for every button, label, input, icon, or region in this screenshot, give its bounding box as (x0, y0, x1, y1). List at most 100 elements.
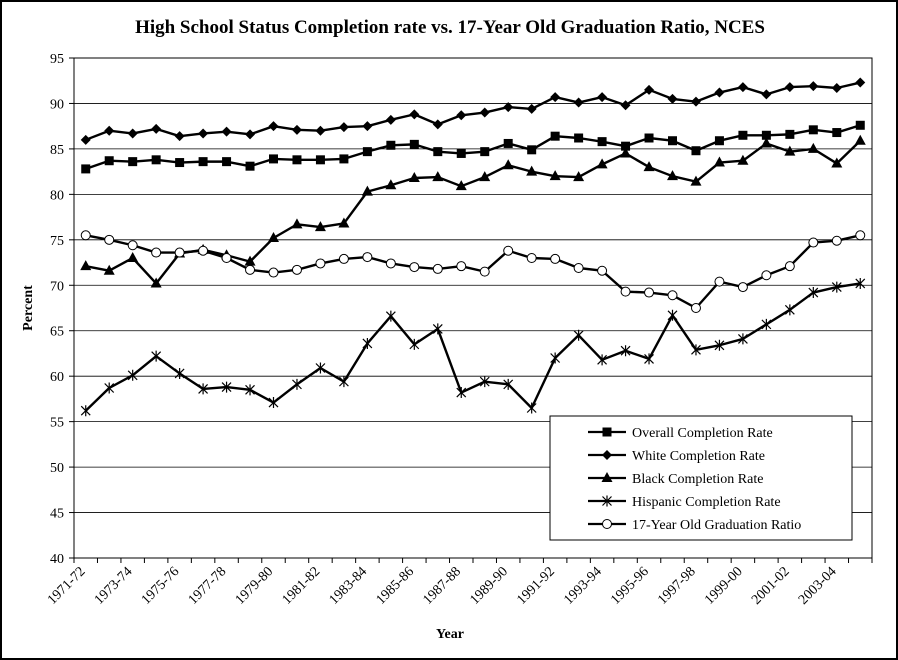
data-point-white-completion-rate-1982-83 (338, 122, 349, 133)
data-point-white-completion-rate-1986-87 (432, 119, 443, 130)
data-point-hispanic-completion-rate-1997-98 (691, 344, 701, 356)
data-point-hispanic-completion-rate-1981-82 (315, 362, 326, 374)
data-point-17-year-old-graduation-ratio-1991-92 (550, 253, 561, 264)
chart-title: High School Status Completion rate vs. 1… (135, 17, 765, 38)
data-point-17-year-old-graduation-ratio-1977-78 (221, 253, 232, 263)
data-point-hispanic-completion-rate-1982-83 (338, 376, 349, 388)
data-point-hispanic-completion-rate-1987-88 (456, 387, 467, 399)
data-point-17-year-old-graduation-ratio-2004-05 (855, 230, 866, 241)
data-point-overall-completion-rate-1991-92 (550, 131, 560, 141)
x-tick-label-1971-72: 1971-72 (45, 564, 89, 608)
data-point-hispanic-completion-rate-1972-73 (104, 382, 115, 394)
data-point-hispanic-completion-rate-1989-90 (503, 378, 514, 390)
data-point-black-completion-rate-1974-75 (150, 277, 162, 288)
y-tick-label-60: 60 (50, 370, 64, 385)
data-point-white-completion-rate-1993-94 (597, 92, 608, 103)
data-point-overall-completion-rate-1974-75 (151, 155, 161, 165)
data-point-17-year-old-graduation-ratio-1981-82 (315, 258, 326, 269)
data-point-white-completion-rate-1999-00 (737, 82, 748, 93)
x-tick-label-1985-86: 1985-86 (374, 564, 418, 608)
data-point-17-year-old-graduation-ratio-1984-85 (385, 258, 396, 269)
data-point-17-year-old-graduation-ratio-1972-73 (104, 234, 115, 245)
data-point-black-completion-rate-1979-80 (268, 232, 279, 242)
data-point-hispanic-completion-rate-2004-05 (855, 277, 866, 289)
series-overall-completion-rate (81, 120, 865, 174)
data-point-hispanic-completion-rate-2000-01 (761, 318, 772, 330)
data-point-white-completion-rate-1991-92 (550, 92, 561, 103)
legend-marker-overall-completion-rate (602, 427, 612, 437)
data-point-hispanic-completion-rate-1977-78 (221, 381, 232, 393)
data-point-hispanic-completion-rate-1998-99 (714, 339, 725, 351)
data-point-overall-completion-rate-1984-85 (386, 140, 396, 150)
data-point-black-completion-rate-2001-02 (784, 145, 796, 156)
legend-label-white-completion-rate: White Completion Rate (632, 449, 765, 464)
legend-item-hispanic-completion-rate: Hispanic Completion Rate (588, 495, 781, 510)
data-point-white-completion-rate-1983-84 (362, 121, 373, 132)
data-point-overall-completion-rate-1978-79 (245, 161, 255, 171)
data-point-overall-completion-rate-1988-89 (480, 147, 490, 157)
data-point-white-completion-rate-2003-04 (831, 83, 842, 93)
data-point-black-completion-rate-1992-93 (573, 171, 585, 182)
data-point-black-completion-rate-1995-96 (643, 161, 655, 172)
data-point-overall-completion-rate-2003-04 (832, 128, 842, 138)
data-point-overall-completion-rate-1981-82 (315, 155, 325, 165)
data-point-17-year-old-graduation-ratio-1976-77 (198, 245, 209, 256)
data-point-hispanic-completion-rate-1974-75 (151, 350, 162, 362)
legend-item-overall-completion-rate: Overall Completion Rate (588, 426, 773, 441)
data-point-white-completion-rate-1988-89 (479, 107, 490, 118)
x-tick-label-1979-80: 1979-80 (233, 564, 277, 608)
data-point-black-completion-rate-2003-04 (831, 157, 843, 168)
legend-label-black-completion-rate: Black Completion Rate (632, 472, 763, 487)
data-point-black-completion-rate-1998-99 (713, 156, 725, 167)
data-point-black-completion-rate-1994-95 (620, 147, 632, 158)
data-point-17-year-old-graduation-ratio-1986-87 (432, 263, 443, 274)
y-tick-label-55: 55 (50, 416, 64, 431)
data-point-17-year-old-graduation-ratio-2001-02 (784, 261, 795, 272)
data-point-white-completion-rate-1992-93 (573, 97, 584, 108)
data-point-17-year-old-graduation-ratio-1990-91 (526, 253, 537, 263)
data-point-17-year-old-graduation-ratio-2002-03 (808, 237, 819, 248)
series-hispanic-completion-rate (80, 277, 866, 417)
data-point-white-completion-rate-1989-90 (503, 102, 514, 113)
data-point-black-completion-rate-1972-73 (103, 264, 115, 275)
data-point-black-completion-rate-2000-01 (760, 137, 772, 148)
data-point-17-year-old-graduation-ratio-1971-72 (80, 230, 91, 241)
data-point-black-completion-rate-1978-79 (244, 255, 256, 266)
data-point-white-completion-rate-1998-99 (714, 87, 725, 98)
data-point-17-year-old-graduation-ratio-1998-99 (714, 276, 725, 287)
data-point-17-year-old-graduation-ratio-1987-88 (456, 261, 467, 272)
data-point-white-completion-rate-1980-81 (291, 124, 302, 135)
data-point-17-year-old-graduation-ratio-1996-97 (667, 290, 678, 301)
data-point-hispanic-completion-rate-1985-86 (409, 338, 420, 350)
data-point-black-completion-rate-1971-72 (80, 260, 92, 271)
data-point-overall-completion-rate-1996-97 (668, 136, 677, 146)
x-tick-label-1995-96: 1995-96 (608, 564, 652, 608)
data-point-white-completion-rate-1979-80 (268, 121, 279, 132)
data-point-black-completion-rate-1985-86 (408, 172, 420, 182)
data-point-17-year-old-graduation-ratio-1995-96 (644, 287, 655, 298)
data-point-overall-completion-rate-1992-93 (574, 133, 584, 143)
data-point-hispanic-completion-rate-1971-72 (80, 405, 91, 417)
data-point-hispanic-completion-rate-1975-76 (174, 367, 185, 379)
series-line-hispanic-completion-rate (84, 282, 861, 412)
x-tick-label-1993-94: 1993-94 (561, 564, 605, 608)
data-point-hispanic-completion-rate-1973-74 (127, 369, 138, 381)
y-tick-label-50: 50 (50, 461, 64, 476)
data-point-black-completion-rate-1993-94 (596, 158, 608, 169)
data-point-overall-completion-rate-1987-88 (456, 148, 466, 158)
data-point-hispanic-completion-rate-1994-95 (620, 345, 631, 357)
y-tick-label-80: 80 (50, 188, 64, 203)
y-tick-label-40: 40 (50, 552, 64, 567)
data-point-black-completion-rate-1989-90 (502, 159, 514, 170)
data-point-17-year-old-graduation-ratio-1993-94 (597, 265, 608, 276)
x-axis-title: Year (436, 627, 464, 642)
y-tick-label-45: 45 (50, 507, 64, 522)
data-point-overall-completion-rate-2000-01 (761, 130, 771, 140)
legend-item-17-year-old-graduation-ratio: 17-Year Old Graduation Ratio (588, 518, 801, 533)
data-point-hispanic-completion-rate-2001-02 (784, 304, 795, 316)
y-tick-label-90: 90 (50, 97, 64, 112)
x-tick-label-1987-88: 1987-88 (420, 564, 464, 608)
data-point-hispanic-completion-rate-1976-77 (198, 383, 209, 395)
data-point-overall-completion-rate-1997-98 (691, 146, 701, 156)
series-17-year-old-graduation-ratio (80, 230, 866, 313)
